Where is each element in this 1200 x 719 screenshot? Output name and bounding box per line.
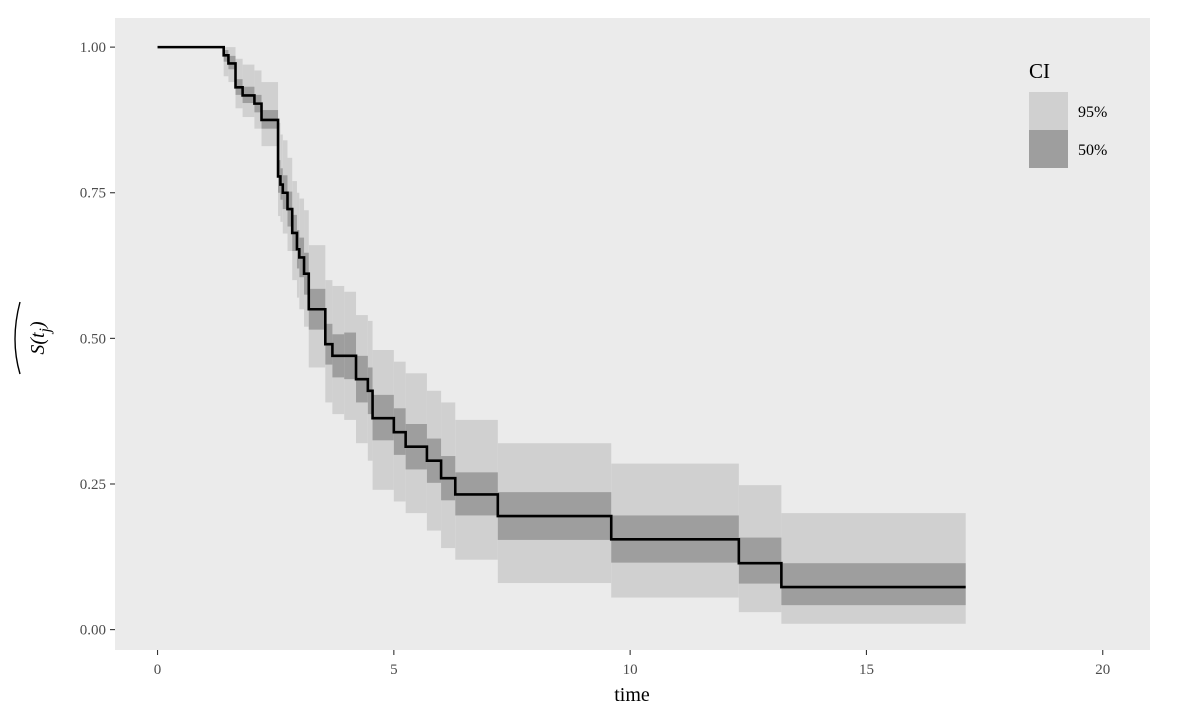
y-axis-title: S(tj) <box>14 301 54 375</box>
legend-label-50: 50% <box>1078 142 1107 159</box>
y-tick-label: 0.50 <box>80 331 106 347</box>
legend: CI 95% 50% <box>1029 59 1107 168</box>
y-tick-label: 1.00 <box>80 40 106 56</box>
x-axis-title: time <box>614 684 650 706</box>
svg-text:S(tj): S(tj) <box>27 321 54 355</box>
ci50-band-segment <box>738 537 782 584</box>
x-axis: 0 5 10 15 20 <box>154 650 1110 678</box>
legend-swatch-50 <box>1029 130 1068 168</box>
x-tick-label: 0 <box>154 662 162 678</box>
y-tick-label: 0.25 <box>80 477 106 493</box>
legend-title: CI <box>1029 59 1050 83</box>
y-tick-label: 0.00 <box>80 623 106 639</box>
ci50-band-segment <box>781 563 966 606</box>
x-tick-label: 5 <box>390 662 398 678</box>
legend-swatch-95 <box>1029 92 1068 130</box>
survival-step-line <box>157 45 966 589</box>
y-tick-label: 0.75 <box>80 186 106 202</box>
x-tick-label: 15 <box>859 662 874 678</box>
x-tick-label: 10 <box>623 662 638 678</box>
x-tick-label: 20 <box>1095 662 1110 678</box>
legend-label-95: 95% <box>1078 104 1107 121</box>
ci95-band-segment <box>223 47 229 77</box>
y-axis: 0.00 0.25 0.50 0.75 1.00 <box>80 40 115 639</box>
